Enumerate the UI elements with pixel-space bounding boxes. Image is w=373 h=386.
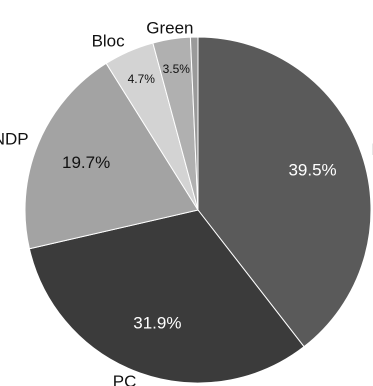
- category-label-pc: PC: [113, 372, 137, 386]
- category-label-bloc: Bloc: [92, 31, 126, 50]
- category-label-ndp: NDP: [0, 129, 29, 148]
- category-label-green: Green: [146, 18, 193, 37]
- pct-label-pc: 31.9%: [133, 314, 181, 333]
- pie-slice-liberal: [197, 36, 372, 348]
- pct-label-bloc: 4.7%: [128, 72, 156, 86]
- pct-label-liberal: 39.5%: [288, 160, 336, 179]
- pie-labels: 39.5% Liberal 31.9% PC 19.7% NDP 4.7% Bloc 3.5% G…: [0, 18, 373, 386]
- category-label-liberal: Liberal: [371, 140, 373, 159]
- pie-slices: [24, 36, 372, 384]
- pie-slice-ndp: [24, 62, 199, 250]
- pie-slice-other: [189, 36, 199, 211]
- pct-label-ndp: 19.7%: [62, 153, 110, 172]
- pie-slice-pc: [28, 209, 305, 384]
- pct-label-green: 3.5%: [163, 62, 191, 76]
